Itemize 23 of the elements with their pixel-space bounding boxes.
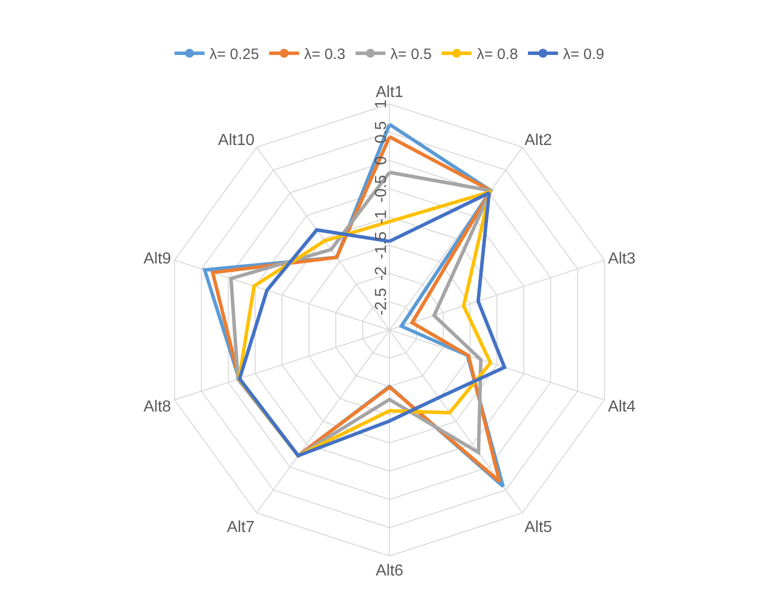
- spoke-label: Alt6: [376, 562, 404, 580]
- spoke-label: Alt8: [143, 398, 172, 416]
- y-tick-label: -2: [372, 266, 390, 281]
- spoke-label: Alt1: [376, 84, 404, 102]
- spoke-label: Alt2: [524, 132, 552, 149]
- spoke-label: Alt4: [608, 398, 636, 416]
- legend-label: λ= 0.9: [562, 46, 604, 64]
- y-tick-label: 1: [372, 99, 390, 108]
- spoke-label: Alt10: [218, 132, 255, 149]
- y-tick-label: 0: [372, 156, 390, 165]
- y-tick-label: -1: [372, 210, 390, 224]
- legend-label: λ= 0.5: [390, 46, 432, 64]
- legend-label: λ= 0.3: [304, 46, 346, 64]
- y-tick-label: -0.5: [372, 174, 390, 203]
- spoke-label: Alt7: [226, 519, 255, 536]
- y-tick-label: -1.5: [372, 231, 390, 260]
- spoke-label: Alt5: [524, 519, 552, 536]
- spoke-label: Alt9: [143, 250, 172, 268]
- legend-label: λ= 0.8: [476, 46, 518, 64]
- y-tick-label: -2.5: [372, 288, 390, 316]
- legend-label: λ= 0.25: [210, 46, 260, 64]
- y-tick-label: 0.5: [372, 121, 390, 144]
- spoke-label: Alt3: [608, 250, 636, 268]
